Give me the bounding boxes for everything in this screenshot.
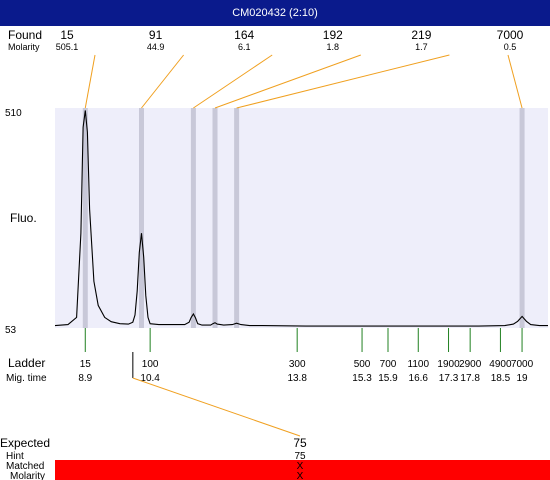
ladder-mig-time-label: 18.5 (491, 373, 511, 384)
ladder-mig-time-label: 15.9 (378, 373, 398, 384)
ladder-size-label: 700 (380, 359, 397, 370)
peak-band (190, 108, 196, 328)
peak-connector-line (84, 54, 96, 109)
found-molarity-label: 44.9 (147, 42, 165, 52)
found-size-label: 7000 (497, 28, 524, 42)
window-title-bar: CM020432 (2:10) (0, 0, 550, 26)
fluorescence-trace (54, 110, 548, 327)
matched-label: Matched (6, 461, 44, 472)
ladder-size-label: 4900 (489, 359, 512, 370)
molarity-value: X (297, 471, 304, 480)
peak-connector-line (214, 54, 361, 109)
ladder-label: Ladder (8, 356, 45, 370)
ladder-size-label: 15 (80, 359, 92, 370)
mig-time-label: Mig. time (6, 373, 47, 384)
ladder-mig-time-label: 16.6 (409, 373, 429, 384)
molarity-bottom-label: Molarity (10, 471, 45, 480)
y-axis-title: Fluo. (10, 211, 37, 225)
ladder-mig-time-label: 10.4 (140, 373, 160, 384)
matched-value: X (297, 461, 304, 472)
hint-label: Hint (6, 451, 24, 462)
peak-band (82, 108, 88, 328)
found-size-label: 192 (323, 28, 343, 42)
peak-band (519, 108, 525, 328)
ladder-mig-time-label: 17.8 (460, 373, 480, 384)
hint-value: 75 (294, 451, 306, 462)
peak-band (212, 108, 218, 328)
ladder-size-label: 1100 (408, 359, 430, 370)
ladder-size-label: 2900 (459, 359, 482, 370)
ladder-size-label: 100 (142, 359, 159, 370)
ladder-mig-time-label: 13.8 (287, 373, 307, 384)
found-size-label: 91 (149, 28, 163, 42)
ladder-size-label: 7000 (511, 359, 534, 370)
found-molarity-label: 1.8 (327, 42, 340, 52)
ladder-size-label: 500 (354, 359, 371, 370)
found-molarity-label: 505.1 (56, 42, 79, 52)
ladder-mig-time-label: 17.3 (439, 373, 459, 384)
molarity-label: Molarity (8, 42, 40, 52)
ladder-mig-time-label: 19 (516, 373, 528, 384)
found-label: Found (8, 28, 42, 42)
peak-band (138, 108, 144, 328)
y-tick-label: 53 (5, 325, 17, 336)
ladder-mig-time-label: 15.3 (352, 373, 372, 384)
window-title: CM020432 (2:10) (232, 7, 318, 19)
expected-value: 75 (293, 436, 307, 450)
expected-connector-line (132, 377, 301, 437)
ladder-size-label: 1900 (437, 359, 460, 370)
ladder-mig-time-label: 8.9 (78, 373, 92, 384)
found-molarity-label: 1.7 (415, 42, 428, 52)
peak-connector-line (141, 54, 184, 109)
found-size-label: 164 (234, 28, 254, 42)
plot-area (55, 108, 548, 328)
y-tick-label: 510 (5, 108, 22, 119)
matched-bar (55, 460, 550, 480)
expected-label: Expected (0, 436, 50, 450)
peak-connector-line (236, 54, 450, 109)
found-size-label: 15 (60, 28, 74, 42)
peak-connector-line (193, 54, 273, 109)
found-molarity-label: 6.1 (238, 42, 251, 52)
peak-band (234, 108, 240, 328)
ladder-size-label: 300 (289, 359, 306, 370)
peak-connector-line (507, 54, 523, 109)
found-molarity-label: 0.5 (504, 42, 517, 52)
found-size-label: 219 (411, 28, 431, 42)
